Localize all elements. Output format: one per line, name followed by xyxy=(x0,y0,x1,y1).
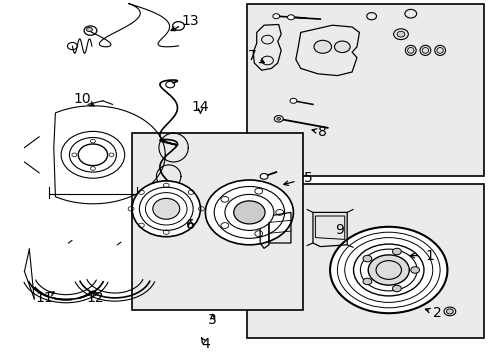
Text: 14: 14 xyxy=(191,100,209,114)
Ellipse shape xyxy=(139,187,193,230)
Text: 9: 9 xyxy=(335,223,344,237)
Circle shape xyxy=(392,285,401,292)
Circle shape xyxy=(443,307,455,316)
Ellipse shape xyxy=(436,48,442,53)
Circle shape xyxy=(367,255,408,285)
Ellipse shape xyxy=(153,198,180,219)
Ellipse shape xyxy=(132,181,200,237)
Circle shape xyxy=(260,174,267,179)
Bar xyxy=(246,184,483,338)
Bar xyxy=(132,133,303,310)
Text: 11: 11 xyxy=(35,291,53,305)
Circle shape xyxy=(362,255,371,262)
Circle shape xyxy=(396,31,404,37)
Ellipse shape xyxy=(407,48,413,53)
Circle shape xyxy=(313,40,331,53)
Circle shape xyxy=(392,248,401,255)
Circle shape xyxy=(410,267,419,273)
Text: 6: 6 xyxy=(186,218,195,232)
Text: 5: 5 xyxy=(303,171,312,185)
Text: 10: 10 xyxy=(73,92,91,106)
Circle shape xyxy=(274,116,283,122)
Circle shape xyxy=(233,201,264,224)
Text: 3: 3 xyxy=(208,314,217,327)
Text: 1: 1 xyxy=(425,249,434,262)
Text: 2: 2 xyxy=(432,306,441,320)
Text: 13: 13 xyxy=(182,14,199,28)
Circle shape xyxy=(446,309,452,314)
Text: 4: 4 xyxy=(201,337,209,351)
Bar xyxy=(246,4,483,176)
Circle shape xyxy=(334,41,349,53)
Circle shape xyxy=(86,27,92,32)
Circle shape xyxy=(287,15,294,20)
Circle shape xyxy=(276,117,280,120)
Ellipse shape xyxy=(421,48,427,53)
Text: 8: 8 xyxy=(318,126,326,139)
Circle shape xyxy=(205,180,293,245)
Circle shape xyxy=(329,227,447,313)
Circle shape xyxy=(360,249,416,291)
Circle shape xyxy=(362,278,371,285)
Circle shape xyxy=(224,194,273,230)
Text: 12: 12 xyxy=(86,291,104,305)
Circle shape xyxy=(289,98,296,103)
Text: 7: 7 xyxy=(247,49,256,63)
Circle shape xyxy=(272,14,279,19)
Polygon shape xyxy=(315,216,344,239)
Circle shape xyxy=(353,244,423,296)
